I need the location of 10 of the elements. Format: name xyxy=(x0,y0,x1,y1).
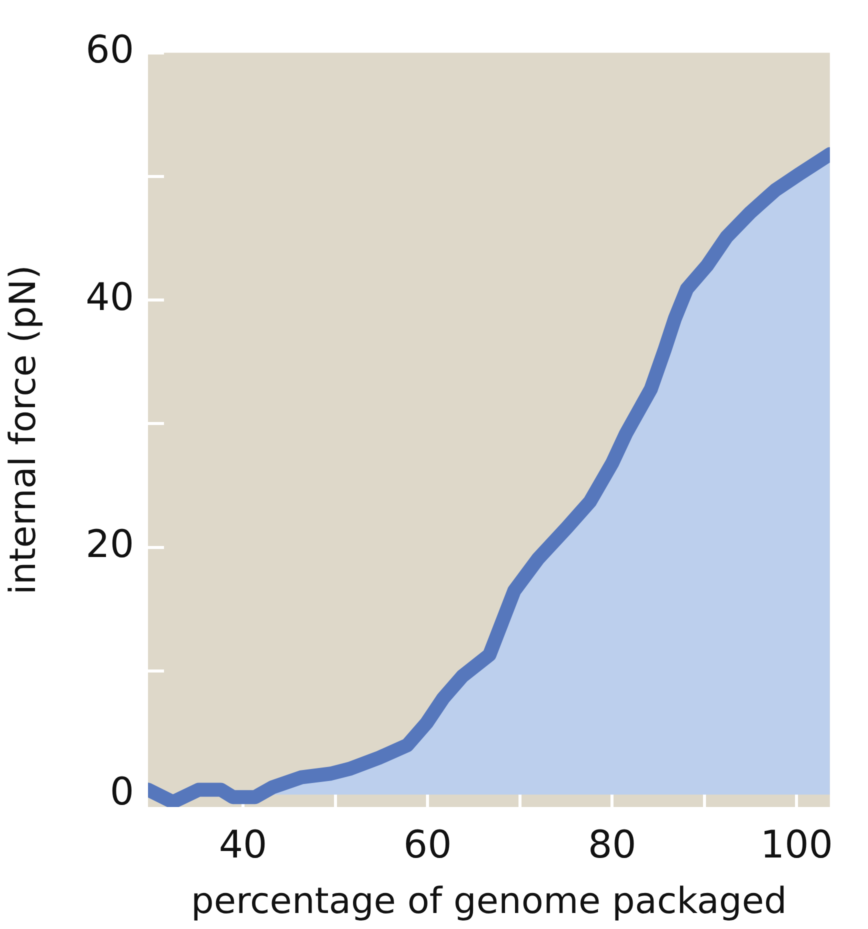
x-tick-label: 60 xyxy=(403,822,452,867)
x-tick-label: 100 xyxy=(760,822,833,867)
y-tick-label: 20 xyxy=(86,522,134,566)
y-tick-label: 60 xyxy=(86,28,134,72)
x-tick-label: 80 xyxy=(588,822,636,867)
y-tick-label: 40 xyxy=(86,274,134,319)
y-axis-title: internal force (pN) xyxy=(2,265,44,595)
x-tick-label: 40 xyxy=(218,822,268,867)
x-axis-title: percentage of genome packaged xyxy=(191,880,787,922)
y-tick-label: 0 xyxy=(110,770,134,814)
